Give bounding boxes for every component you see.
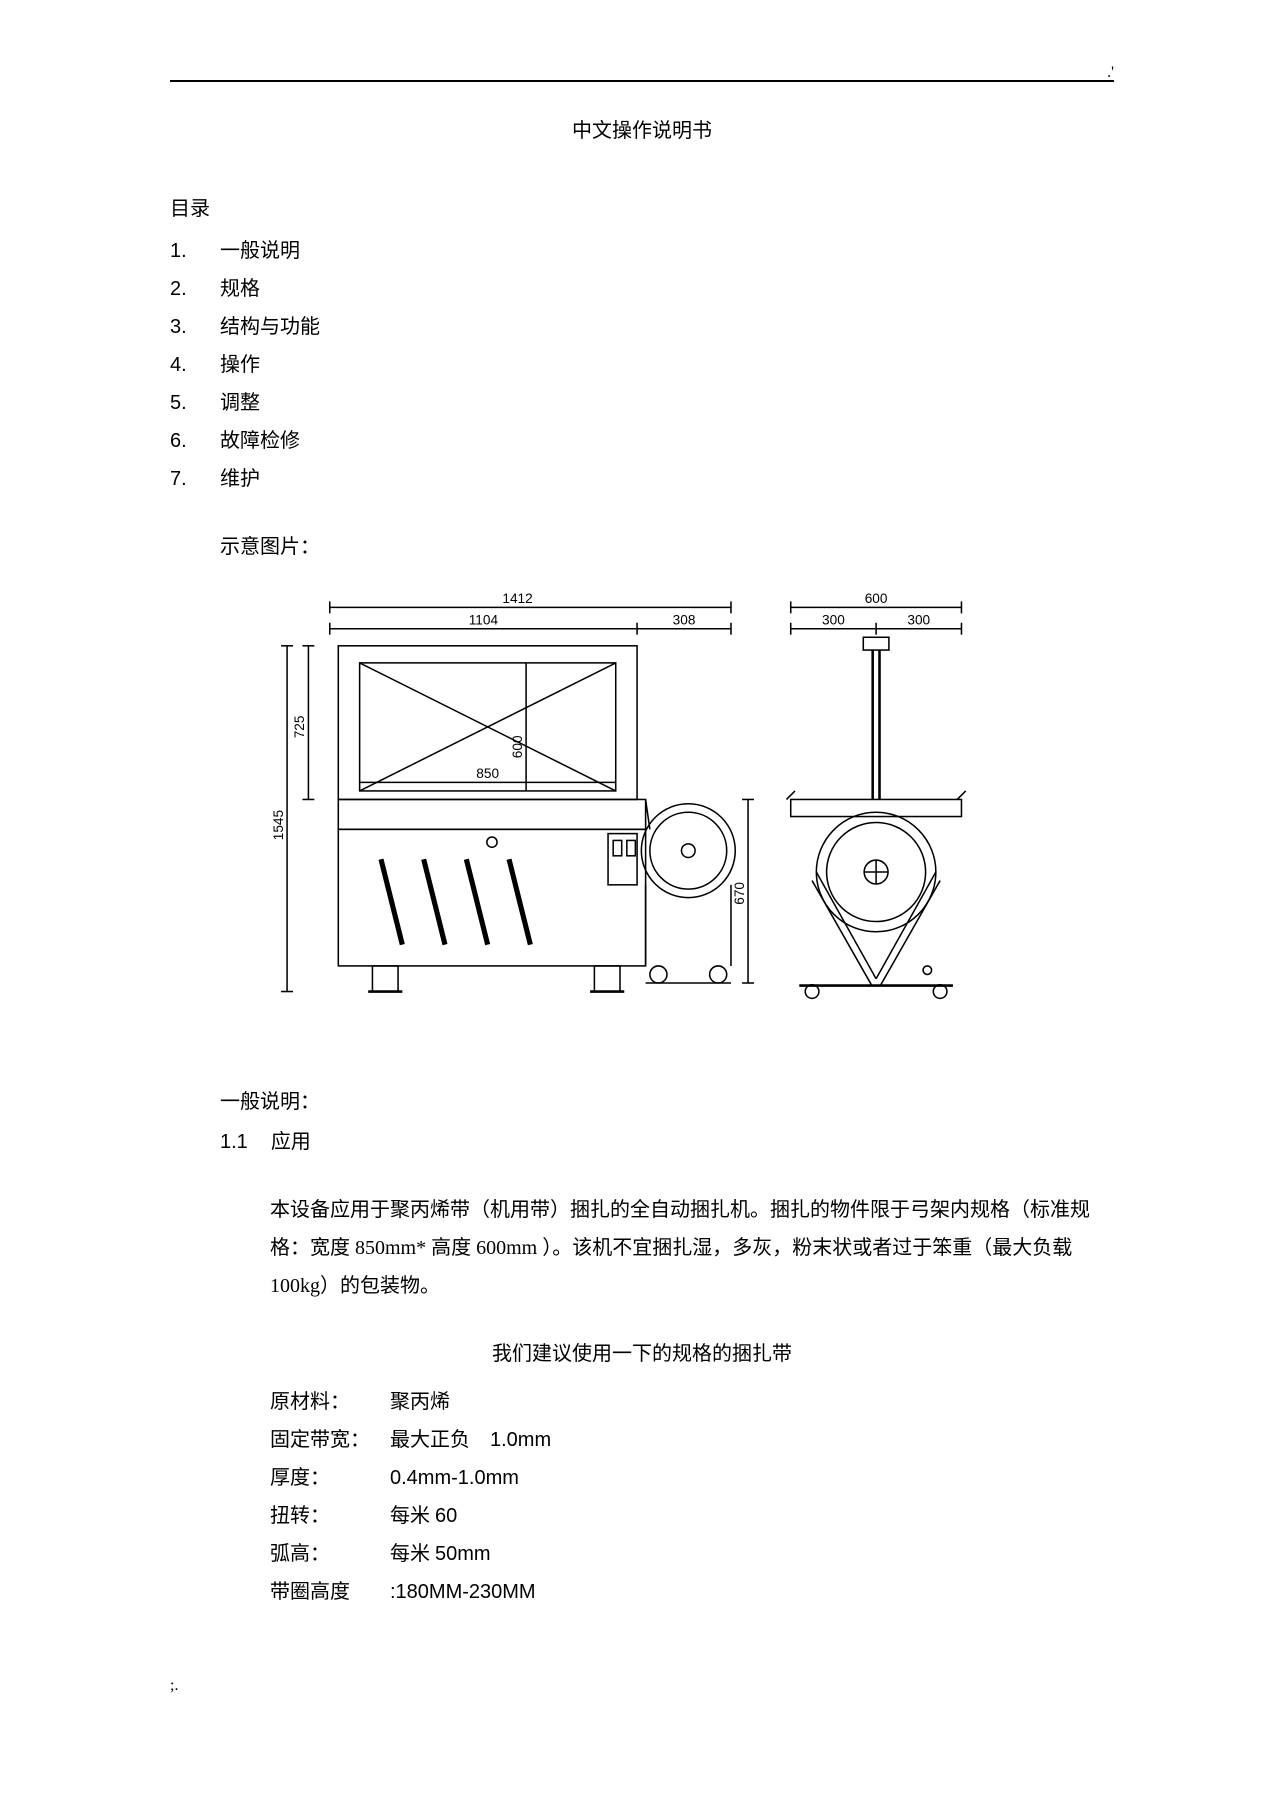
header-rule: .'	[170, 80, 1114, 82]
toc-num: 1.	[170, 232, 220, 270]
spec-value: 0.4mm-1.0mm	[390, 1459, 519, 1497]
spec-value: :180MM-230MM	[390, 1573, 536, 1611]
toc-item: 4.操作	[170, 346, 1114, 384]
table-of-contents: 1.一般说明 2.规格 3.结构与功能 4.操作 5.调整 6.故障检修 7.维…	[170, 232, 1114, 498]
spec-label: 带圈高度	[270, 1573, 390, 1611]
toc-label: 一般说明	[220, 232, 300, 270]
toc-num: 4.	[170, 346, 220, 384]
toc-num: 7.	[170, 460, 220, 498]
spec-label: 弧高：	[270, 1535, 390, 1573]
toc-item: 7.维护	[170, 460, 1114, 498]
svg-text:1545: 1545	[271, 809, 286, 840]
toc-num: 5.	[170, 384, 220, 422]
spec-value: 每米 60	[390, 1497, 457, 1535]
spec-value: 最大正负 1.0mm	[390, 1421, 551, 1459]
schematic-diagram: 1412 1104 308 850 600	[270, 586, 970, 1043]
spec-label: 原材料：	[270, 1383, 390, 1421]
spec-table: 原材料： 聚丙烯 固定带宽： 最大正负 1.0mm 厚度： 0.4mm-1.0m…	[270, 1383, 1114, 1611]
svg-text:850: 850	[476, 766, 499, 781]
spec-title: 我们建议使用一下的规格的捆扎带	[170, 1335, 1114, 1373]
subsection-num: 1.1	[220, 1131, 248, 1153]
toc-item: 3.结构与功能	[170, 308, 1114, 346]
toc-item: 6.故障检修	[170, 422, 1114, 460]
svg-text:670: 670	[732, 882, 747, 905]
body-paragraph: 本设备应用于聚丙烯带（机用带）捆扎的全自动捆扎机。捆扎的物件限于弓架内规格（标准…	[270, 1191, 1114, 1305]
spec-row: 固定带宽： 最大正负 1.0mm	[270, 1421, 1114, 1459]
section-heading: 一般说明：	[220, 1083, 1114, 1121]
svg-text:600: 600	[865, 591, 888, 606]
svg-text:300: 300	[822, 612, 845, 627]
toc-label: 规格	[220, 270, 260, 308]
svg-text:300: 300	[907, 612, 930, 627]
header-mark: .'	[1107, 58, 1114, 88]
footer-mark: ;.	[170, 1671, 1114, 1701]
toc-item: 2.规格	[170, 270, 1114, 308]
toc-num: 2.	[170, 270, 220, 308]
svg-text:308: 308	[673, 612, 696, 627]
toc-item: 5.调整	[170, 384, 1114, 422]
toc-heading: 目录	[170, 190, 1114, 228]
toc-num: 6.	[170, 422, 220, 460]
toc-label: 结构与功能	[220, 308, 320, 346]
spec-row: 弧高： 每米 50mm	[270, 1535, 1114, 1573]
spec-label: 扭转：	[270, 1497, 390, 1535]
svg-text:1104: 1104	[469, 612, 499, 627]
spec-value: 聚丙烯	[390, 1383, 450, 1421]
toc-label: 操作	[220, 346, 260, 384]
spec-row: 原材料： 聚丙烯	[270, 1383, 1114, 1421]
subsection-label: 应用	[271, 1131, 311, 1153]
document-title: 中文操作说明书	[170, 112, 1114, 150]
spec-value: 每米 50mm	[390, 1535, 491, 1573]
svg-text:600: 600	[510, 735, 525, 758]
diagram-caption: 示意图片：	[220, 528, 1114, 566]
spec-row: 带圈高度 :180MM-230MM	[270, 1573, 1114, 1611]
toc-label: 维护	[220, 460, 260, 498]
svg-text:1412: 1412	[502, 591, 532, 606]
toc-label: 调整	[220, 384, 260, 422]
svg-text:725: 725	[292, 715, 307, 738]
spec-label: 厚度：	[270, 1459, 390, 1497]
toc-label: 故障检修	[220, 422, 300, 460]
toc-num: 3.	[170, 308, 220, 346]
spec-label: 固定带宽：	[270, 1421, 390, 1459]
spec-row: 扭转： 每米 60	[270, 1497, 1114, 1535]
subsection-heading: 1.1 应用	[220, 1123, 1114, 1161]
toc-item: 1.一般说明	[170, 232, 1114, 270]
spec-row: 厚度： 0.4mm-1.0mm	[270, 1459, 1114, 1497]
